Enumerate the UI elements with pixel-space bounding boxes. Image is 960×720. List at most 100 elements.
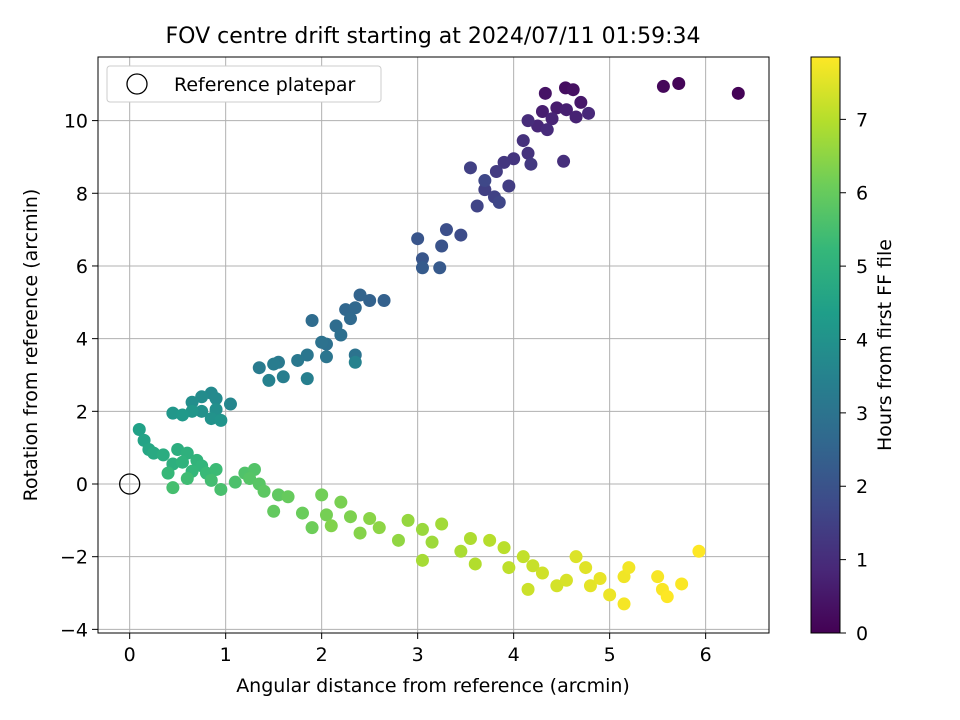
scatter-point xyxy=(175,455,189,469)
reference-point xyxy=(119,473,141,495)
scatter-point xyxy=(324,519,338,533)
scatter-point xyxy=(559,573,573,587)
scatter-point xyxy=(353,288,367,302)
colorbar-tick-label: 3 xyxy=(856,403,868,425)
scatter-point xyxy=(516,550,530,564)
scatter-point xyxy=(271,488,285,502)
scatter-point xyxy=(147,446,161,460)
colorbar-tick-label: 5 xyxy=(856,256,868,278)
scatter-point xyxy=(334,328,348,342)
scatter-point xyxy=(502,561,516,575)
scatter-point xyxy=(276,370,290,384)
scatter-point xyxy=(550,101,564,115)
scatter-point xyxy=(454,544,468,558)
scatter-point xyxy=(502,179,516,193)
scatter-point xyxy=(132,422,146,436)
scatter-point xyxy=(435,239,449,253)
scatter-point xyxy=(569,550,583,564)
axis-ticks: 0 1 2 3 4 5 6 −4 −2 0 2 4 6 8 10 xyxy=(60,111,712,666)
data-points xyxy=(132,77,745,611)
scatter-point xyxy=(257,484,271,498)
scatter-point xyxy=(156,448,170,462)
scatter-point xyxy=(478,174,492,188)
scatter-point xyxy=(195,404,209,418)
scatter-point xyxy=(305,521,319,535)
scatter-point xyxy=(353,526,367,540)
scatter-point xyxy=(651,570,665,584)
y-tick-label: 4 xyxy=(76,329,88,351)
scatter-point xyxy=(372,521,386,535)
scatter-point xyxy=(526,559,540,573)
colorbar-tick-label: 2 xyxy=(856,476,868,498)
colorbar-tick-label: 6 xyxy=(856,183,868,205)
scatter-point xyxy=(166,481,180,495)
scatter-point xyxy=(454,228,468,242)
scatter-point xyxy=(166,406,180,420)
scatter-point xyxy=(521,582,535,596)
scatter-point xyxy=(295,506,309,520)
scatter-point xyxy=(348,355,362,369)
scatter-point xyxy=(535,566,549,580)
scatter-point xyxy=(377,293,391,307)
scatter-point xyxy=(363,293,377,307)
scatter-point xyxy=(319,350,333,364)
scatter-point xyxy=(204,473,218,487)
scatter-point xyxy=(433,261,447,275)
scatter-point xyxy=(363,512,377,526)
scatter-point xyxy=(622,561,636,575)
scatter-point xyxy=(497,541,511,555)
scatter-point xyxy=(343,312,357,326)
legend-box xyxy=(106,65,382,103)
scatter-point xyxy=(463,532,477,546)
scatter-point xyxy=(243,472,257,486)
legend-label: Reference platepar xyxy=(174,74,356,96)
scatter-point xyxy=(214,482,228,496)
scatter-point xyxy=(492,195,506,209)
scatter-point xyxy=(489,164,503,178)
scatter-point xyxy=(675,577,689,591)
scatter-point xyxy=(209,462,223,476)
scatter-point xyxy=(391,533,405,547)
scatter-point xyxy=(692,544,706,558)
scatter-point xyxy=(252,361,266,375)
y-tick-label: 6 xyxy=(76,256,88,278)
scatter-point xyxy=(545,112,559,126)
scatter-point xyxy=(463,161,477,175)
y-tick-label: −2 xyxy=(60,547,88,569)
scatter-point xyxy=(214,413,228,427)
scatter-point xyxy=(348,301,362,315)
scatter-point xyxy=(579,561,593,575)
colorbar-tick-label: 4 xyxy=(856,329,868,351)
scatter-point xyxy=(209,392,223,406)
scatter-point xyxy=(593,571,607,585)
scatter-point xyxy=(468,557,482,571)
scatter-point xyxy=(315,488,329,502)
scatter-point xyxy=(470,199,484,213)
scatter-point xyxy=(478,183,492,197)
x-tick-label: 4 xyxy=(508,644,520,666)
scatter-point xyxy=(566,83,580,97)
scatter-point xyxy=(411,232,425,246)
scatter-point xyxy=(557,154,571,168)
x-tick-label: 1 xyxy=(220,644,232,666)
scatter-point xyxy=(535,105,549,119)
colorbar-tick-label: 7 xyxy=(856,109,868,131)
scatter-point xyxy=(415,522,429,536)
scatter-point xyxy=(180,472,194,486)
x-tick-label: 2 xyxy=(316,644,328,666)
scatter-point xyxy=(540,123,554,137)
scatter-point xyxy=(223,397,237,411)
x-tick-label: 5 xyxy=(604,644,616,666)
scatter-point xyxy=(656,79,670,93)
scatter-point xyxy=(161,466,175,480)
x-tick-label: 0 xyxy=(124,644,136,666)
scatter-point xyxy=(305,313,319,327)
scatter-point xyxy=(401,513,415,527)
colorbar-tick-label: 0 xyxy=(856,623,868,645)
scatter-point xyxy=(425,535,439,549)
scatter-point xyxy=(516,134,530,148)
scatter-point xyxy=(559,103,573,117)
y-tick-label: 10 xyxy=(64,111,88,133)
scatter-point xyxy=(319,508,333,522)
